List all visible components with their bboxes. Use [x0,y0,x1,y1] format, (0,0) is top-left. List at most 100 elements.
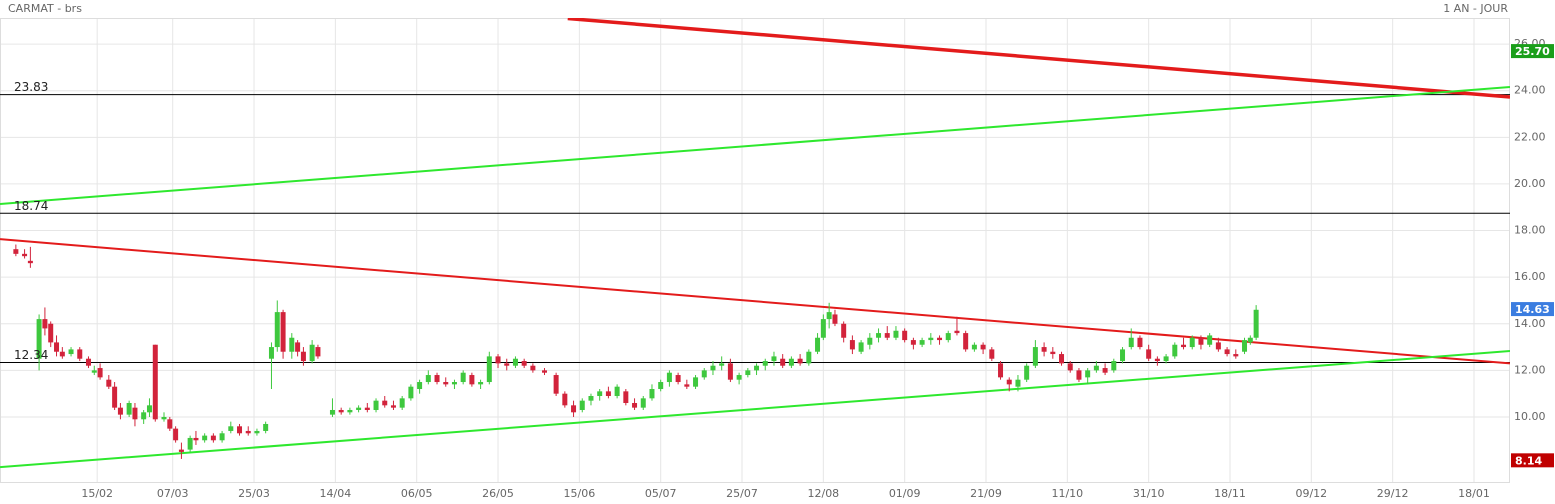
candle-body [373,400,379,410]
candle-body [315,347,321,357]
candle-body [486,356,492,383]
candle-body [571,405,577,413]
candle-body [649,389,655,399]
candle-body [434,375,440,383]
candle-body [1137,337,1143,348]
candle-body [1015,379,1021,387]
candle-body [902,330,908,341]
candle-body [640,398,646,408]
candle-body [329,409,335,415]
candle-body [1154,358,1160,362]
chart-subtitle: 1 AN - JOUR [1443,2,1508,15]
plot-border [0,18,1510,483]
candle-body [1076,370,1082,380]
trend-line [0,238,1510,365]
x-tick-label: 15/06 [564,487,596,500]
candle-body [579,400,585,410]
trend-line [567,18,1510,99]
candle-body [97,368,103,378]
candle-body [382,400,388,406]
candle-body [289,337,295,352]
candle-body [754,365,760,371]
candle-body [495,356,501,364]
candle-body [202,435,208,441]
x-tick-label: 09/12 [1295,487,1327,500]
candle-body [295,342,301,352]
candle-body [588,396,594,401]
candle-body [1093,365,1099,371]
x-tick-label: 01/09 [889,487,921,500]
x-tick-label: 31/10 [1133,487,1165,500]
candle-body [504,363,510,366]
candle-body [254,430,260,434]
candle-body [1253,309,1259,338]
candle-body [356,407,362,410]
candle-body [68,349,74,355]
chart-title: CARMAT - brs [8,2,82,15]
candle-body [963,333,969,350]
candle-body [106,379,112,387]
x-tick-label: 06/05 [401,487,433,500]
candle-body [280,312,286,352]
y-tick-label: 20.00 [1514,177,1546,190]
candle-body [867,337,873,345]
candle-body [210,435,216,441]
x-tick-label: 26/05 [482,487,514,500]
candle-body [719,363,725,366]
candle-body [309,344,315,362]
candle-body [884,333,890,338]
candle-body [13,249,19,254]
candle-body [1163,356,1169,362]
candle-body [451,382,457,385]
candle-body [1032,347,1038,366]
x-tick-label: 21/09 [970,487,1002,500]
candle-body [263,423,269,431]
trend-line [0,350,1510,469]
candle-body [146,405,152,413]
y-tick-label: 14.00 [1514,317,1546,330]
x-tick-label: 14/04 [320,487,352,500]
x-tick-label: 15/02 [81,487,113,500]
candle-body [399,398,405,408]
x-tick-label: 12/08 [807,487,839,500]
candle-body [167,419,173,429]
candle-body [910,340,916,345]
candle-body [666,372,672,383]
x-tick-label: 18/01 [1458,487,1490,500]
candle-body [998,363,1004,378]
y-tick-label: 22.00 [1514,130,1546,143]
candle-body [48,323,54,343]
candle-body [826,312,832,320]
candle-body [632,402,638,408]
candle-body [937,337,943,341]
candle-body [193,437,199,441]
candle-body [1198,337,1204,345]
candle-body [928,337,934,341]
candle-body [797,358,803,364]
candle-body [919,340,925,345]
candle-body [1146,349,1152,359]
candle-body [425,375,431,383]
candle-body [841,323,847,338]
y-tick-label: 18.00 [1514,224,1546,237]
trend-line [0,85,1510,205]
candle-body [161,416,167,420]
x-tick-label: 29/12 [1377,487,1409,500]
y-tick-label: 16.00 [1514,270,1546,283]
candle-body [1067,363,1073,371]
candle-body [675,375,681,383]
candle-body [614,386,620,397]
candle-body [268,347,274,359]
price-tag [1511,44,1554,59]
price-tag-label: 14.63 [1515,303,1550,316]
candle-body [300,351,306,362]
candle-body [605,391,611,397]
candle-body [980,344,986,350]
candle-body [85,358,91,366]
candle-body [832,314,838,324]
candle-body [530,365,536,371]
candle-body [54,342,60,352]
candle-body [178,449,184,452]
candle-body [1128,337,1134,348]
